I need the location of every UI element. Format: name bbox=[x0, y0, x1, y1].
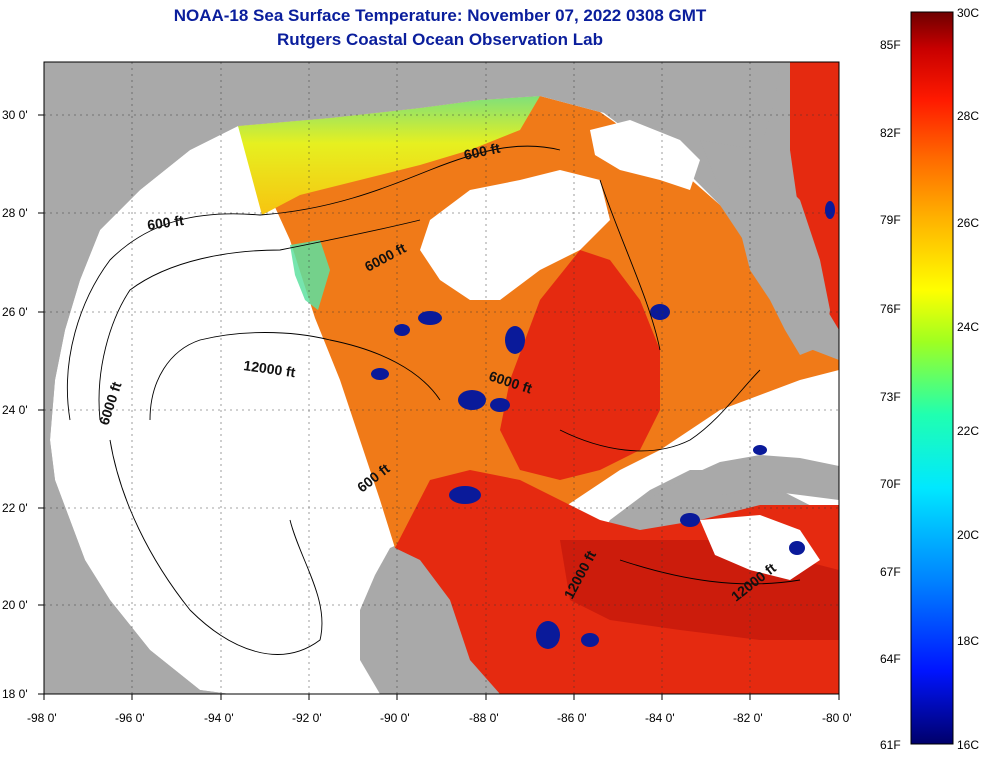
colorbar-f-label: 70F bbox=[880, 477, 901, 491]
map-plot-area: 600 ft 600 ft 6000 ft 12000 ft 6000 ft 6… bbox=[44, 62, 839, 694]
lat-tick-label: 18 0' bbox=[2, 687, 28, 701]
lon-tick-label: -82 0' bbox=[733, 711, 763, 725]
colorbar-c-label: 18C bbox=[957, 634, 979, 648]
colorbar-fahrenheit-labels: 85F 82F 79F 76F 73F 70F 67F 64F 61F bbox=[880, 38, 901, 752]
lat-tick-label: 26 0' bbox=[2, 305, 28, 319]
lon-tick-label: -88 0' bbox=[469, 711, 499, 725]
lon-tick-label: -90 0' bbox=[380, 711, 410, 725]
lat-tick-label: 22 0' bbox=[2, 501, 28, 515]
cold-pixel-patches bbox=[371, 201, 835, 649]
sst-warm-core bbox=[500, 250, 660, 480]
colorbar-celsius-labels: 30C 28C 26C 24C 22C 20C 18C 16C bbox=[957, 6, 979, 752]
lat-tick-label: 20 0' bbox=[2, 598, 28, 612]
longitude-labels: -98 0' -96 0' -94 0' -92 0' -90 0' -88 0… bbox=[27, 711, 852, 725]
colorbar-f-label: 85F bbox=[880, 38, 901, 52]
sst-atlantic-strip bbox=[790, 62, 839, 330]
map-subtitle: Rutgers Coastal Ocean Observation Lab bbox=[277, 30, 603, 49]
lon-tick-label: -92 0' bbox=[292, 711, 322, 725]
graticule bbox=[44, 62, 839, 694]
colorbar-f-label: 82F bbox=[880, 126, 901, 140]
colorbar-f-label: 76F bbox=[880, 302, 901, 316]
sst-cool-patch bbox=[290, 240, 330, 310]
contour-label: 12000 ft bbox=[243, 357, 297, 380]
cuba-landmass bbox=[640, 455, 839, 515]
cloud-cover bbox=[700, 515, 820, 580]
sst-coastal-band bbox=[238, 96, 540, 215]
contour-label: 600 ft bbox=[146, 212, 185, 233]
lon-tick-label: -94 0' bbox=[204, 711, 234, 725]
axis-ticks bbox=[38, 114, 840, 700]
colorbar-f-label: 64F bbox=[880, 652, 901, 666]
bathymetry-contours bbox=[67, 145, 801, 655]
colorbar-f-label: 79F bbox=[880, 213, 901, 227]
colorbar-c-label: 30C bbox=[957, 6, 979, 20]
colorbar-f-label: 73F bbox=[880, 390, 901, 404]
florida-peninsula bbox=[700, 140, 830, 355]
lon-tick-label: -98 0' bbox=[27, 711, 57, 725]
contour-label: 600 ft bbox=[462, 140, 501, 163]
colorbar-c-label: 20C bbox=[957, 528, 979, 542]
lon-tick-label: -86 0' bbox=[557, 711, 587, 725]
lat-tick-label: 24 0' bbox=[2, 403, 28, 417]
colorbar-c-label: 16C bbox=[957, 738, 979, 752]
lat-tick-label: 28 0' bbox=[2, 206, 28, 220]
lat-tick-label: 30 0' bbox=[2, 108, 28, 122]
colorbar-f-label: 67F bbox=[880, 565, 901, 579]
latitude-labels: 30 0' 28 0' 26 0' 24 0' 22 0' 20 0' 18 0… bbox=[2, 108, 28, 701]
colorbar-c-label: 24C bbox=[957, 320, 979, 334]
colorbar-c-label: 28C bbox=[957, 109, 979, 123]
map-title: NOAA-18 Sea Surface Temperature: Novembe… bbox=[173, 6, 707, 25]
colorbar-c-label: 26C bbox=[957, 216, 979, 230]
colorbar-c-label: 22C bbox=[957, 424, 979, 438]
cloud-cover bbox=[590, 120, 700, 190]
lon-tick-label: -80 0' bbox=[822, 711, 852, 725]
cloud-cover bbox=[420, 170, 610, 300]
mexico-west-coast bbox=[44, 480, 230, 694]
plot-frame bbox=[43, 61, 840, 695]
colorbar bbox=[910, 11, 954, 745]
colorbar-f-label: 61F bbox=[880, 738, 901, 752]
lon-tick-label: -84 0' bbox=[645, 711, 675, 725]
lon-tick-label: -96 0' bbox=[115, 711, 145, 725]
northern-coast bbox=[44, 62, 839, 480]
